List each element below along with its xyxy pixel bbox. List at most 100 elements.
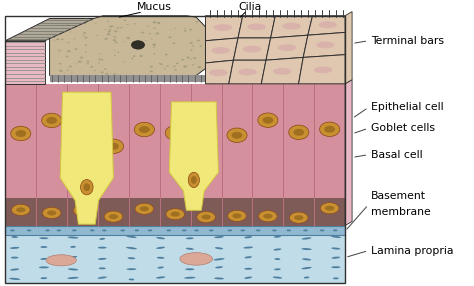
Ellipse shape	[11, 236, 18, 238]
Ellipse shape	[333, 277, 338, 279]
Polygon shape	[266, 35, 308, 60]
Ellipse shape	[176, 63, 179, 64]
Ellipse shape	[27, 229, 31, 231]
Ellipse shape	[324, 126, 335, 133]
Ellipse shape	[54, 40, 55, 41]
Ellipse shape	[42, 113, 62, 128]
Ellipse shape	[170, 129, 181, 136]
Polygon shape	[308, 16, 345, 35]
Ellipse shape	[59, 69, 62, 72]
Ellipse shape	[108, 143, 119, 150]
Ellipse shape	[90, 229, 95, 231]
Ellipse shape	[156, 247, 165, 249]
Ellipse shape	[90, 66, 93, 68]
Ellipse shape	[293, 129, 304, 136]
Ellipse shape	[303, 229, 308, 231]
Ellipse shape	[213, 258, 225, 261]
Ellipse shape	[197, 211, 215, 223]
Ellipse shape	[107, 33, 110, 35]
Ellipse shape	[243, 247, 253, 249]
Ellipse shape	[301, 237, 311, 240]
Ellipse shape	[331, 257, 340, 259]
Ellipse shape	[319, 122, 340, 136]
Ellipse shape	[165, 126, 185, 140]
Ellipse shape	[83, 183, 90, 191]
Ellipse shape	[40, 258, 47, 260]
Ellipse shape	[98, 247, 107, 249]
Ellipse shape	[74, 48, 78, 50]
Ellipse shape	[157, 22, 160, 24]
Ellipse shape	[304, 277, 310, 279]
Ellipse shape	[72, 229, 77, 231]
Ellipse shape	[290, 212, 308, 223]
Ellipse shape	[238, 69, 257, 76]
Ellipse shape	[15, 130, 26, 137]
Ellipse shape	[183, 65, 187, 67]
Ellipse shape	[192, 45, 194, 47]
Ellipse shape	[190, 42, 193, 44]
Polygon shape	[345, 11, 352, 84]
Ellipse shape	[126, 247, 137, 249]
Ellipse shape	[273, 277, 282, 279]
Ellipse shape	[319, 21, 337, 28]
Ellipse shape	[10, 269, 19, 271]
Ellipse shape	[183, 30, 187, 32]
Ellipse shape	[171, 29, 172, 30]
Bar	[205, 16, 345, 84]
Ellipse shape	[245, 256, 252, 258]
Ellipse shape	[126, 236, 137, 238]
Ellipse shape	[174, 28, 176, 29]
Ellipse shape	[131, 58, 133, 59]
Ellipse shape	[124, 19, 126, 21]
Ellipse shape	[11, 257, 18, 259]
Ellipse shape	[166, 208, 184, 220]
Ellipse shape	[153, 21, 156, 23]
Ellipse shape	[127, 24, 129, 25]
Ellipse shape	[274, 258, 280, 260]
Text: membrane: membrane	[371, 207, 430, 217]
Ellipse shape	[46, 117, 57, 124]
Ellipse shape	[181, 59, 184, 61]
Ellipse shape	[171, 212, 180, 217]
Ellipse shape	[273, 249, 282, 251]
Ellipse shape	[325, 206, 334, 211]
Polygon shape	[345, 80, 352, 226]
Ellipse shape	[191, 176, 197, 184]
Ellipse shape	[153, 43, 156, 46]
Ellipse shape	[190, 59, 192, 60]
Bar	[5, 235, 345, 283]
Text: Terminal bars: Terminal bars	[371, 36, 444, 46]
Ellipse shape	[135, 203, 154, 214]
Ellipse shape	[197, 39, 200, 41]
Ellipse shape	[232, 213, 242, 218]
Ellipse shape	[228, 210, 246, 221]
Ellipse shape	[190, 49, 193, 51]
Ellipse shape	[200, 45, 202, 47]
Ellipse shape	[302, 258, 311, 261]
Ellipse shape	[99, 267, 106, 269]
Ellipse shape	[243, 45, 261, 53]
Ellipse shape	[9, 278, 20, 280]
Ellipse shape	[192, 64, 194, 65]
Ellipse shape	[113, 36, 116, 38]
Ellipse shape	[108, 31, 111, 33]
Ellipse shape	[113, 73, 116, 75]
Ellipse shape	[157, 22, 160, 23]
Ellipse shape	[157, 257, 164, 259]
Bar	[5, 198, 345, 226]
Ellipse shape	[149, 33, 151, 34]
Ellipse shape	[183, 66, 185, 67]
Ellipse shape	[117, 27, 119, 29]
Ellipse shape	[201, 214, 211, 220]
Ellipse shape	[98, 58, 101, 60]
Ellipse shape	[61, 71, 63, 72]
Ellipse shape	[259, 210, 277, 222]
Ellipse shape	[274, 236, 281, 238]
Ellipse shape	[168, 36, 172, 38]
Ellipse shape	[153, 47, 155, 48]
Ellipse shape	[70, 246, 76, 248]
Ellipse shape	[185, 268, 194, 270]
Ellipse shape	[46, 255, 76, 266]
Ellipse shape	[76, 63, 77, 64]
Ellipse shape	[153, 53, 155, 54]
